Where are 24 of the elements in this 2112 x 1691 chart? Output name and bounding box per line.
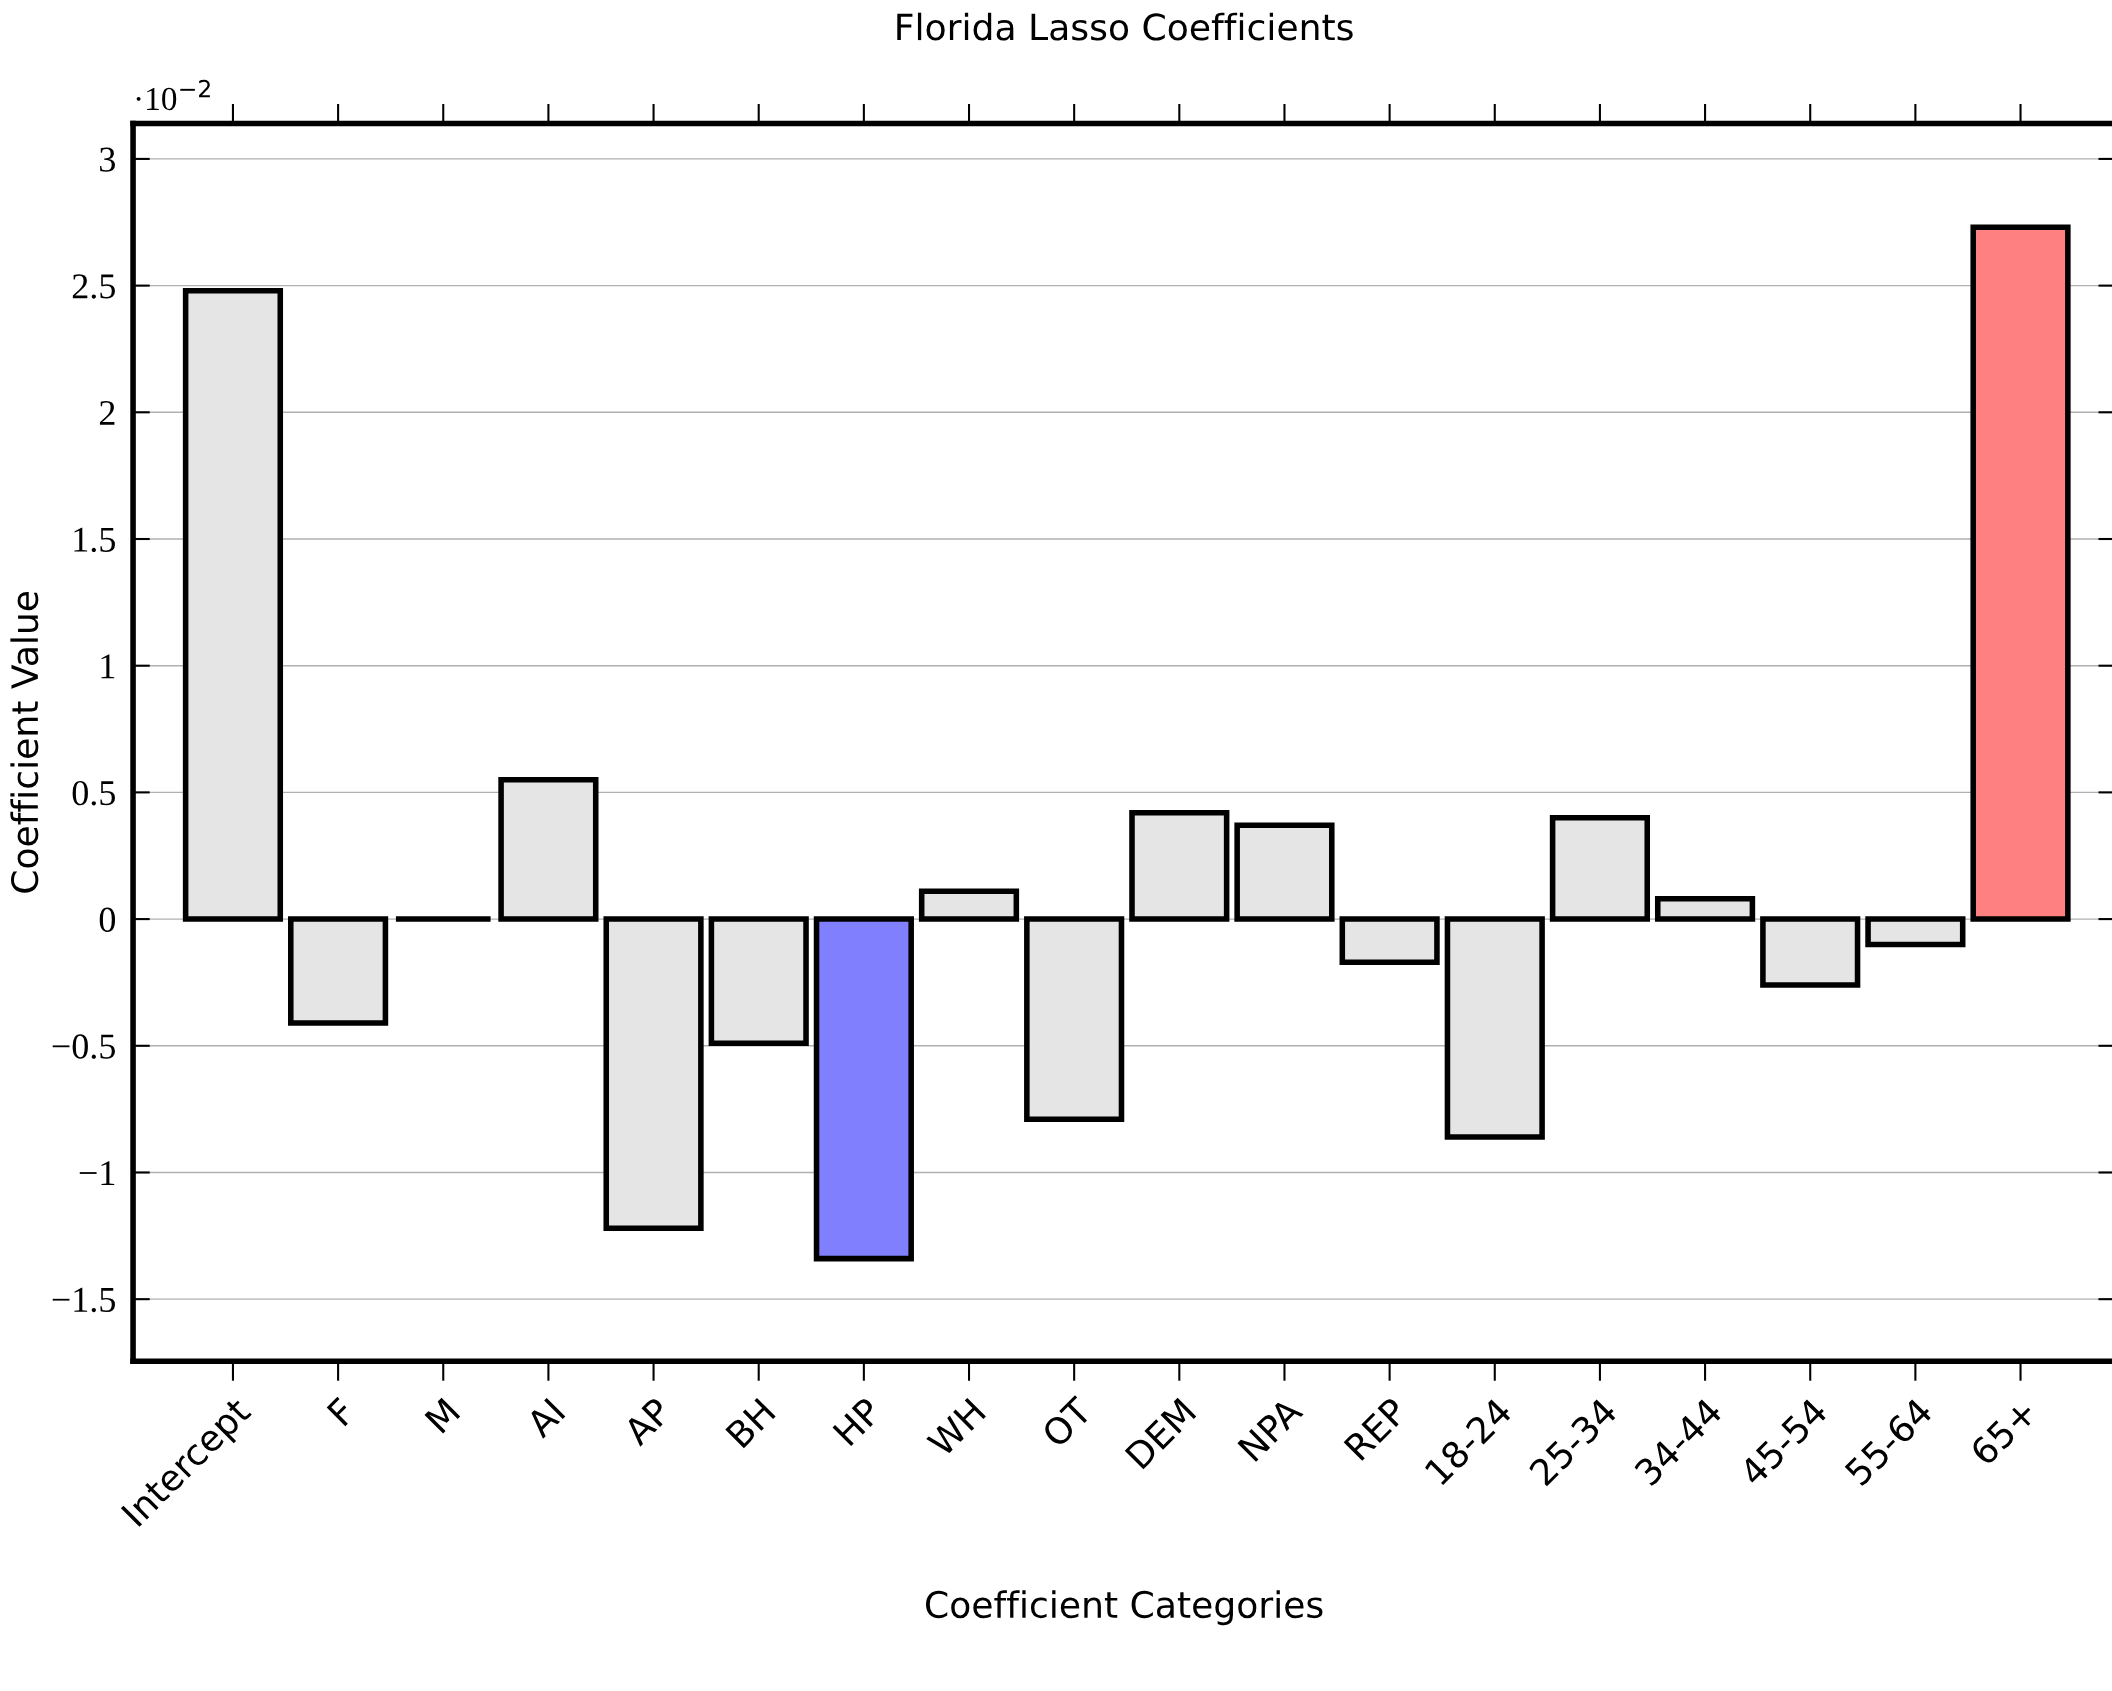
x-tick-label: 65+ [1968, 1397, 2038, 1467]
x-tick-label: BH [725, 1397, 776, 1449]
y-tick-label: 1 [101, 654, 115, 679]
y-tick-label: −0.5 [52, 1034, 115, 1059]
x-tick-label: WH [926, 1397, 986, 1458]
y-tick-label: 3 [100, 147, 115, 172]
y-tick-label: 2.5 [72, 274, 115, 299]
x-tick-label: OT [1040, 1394, 1094, 1449]
y-axis-title: Coefficient Value [10, 591, 39, 893]
x-tick-label: AI [524, 1397, 566, 1439]
x-tick-label: NPA [1237, 1395, 1304, 1462]
text: ·10$^{−2}$ [136, 79, 210, 111]
chart-title: Florida Lasso Coefficients [897, 12, 1353, 41]
y-tick-label: −1.5 [52, 1287, 115, 1313]
y-tick-label: 0.5 [72, 780, 115, 806]
x-tick-label: AP [621, 1396, 673, 1447]
x-tick-label: HP [832, 1396, 883, 1447]
y-tick-label: −1 [79, 1161, 115, 1186]
y-tick-label: 1.5 [74, 527, 115, 553]
y-tick-label: 2 [99, 400, 115, 425]
y-tick-label: 0 [99, 907, 116, 932]
x-tick-label: F [326, 1396, 357, 1427]
x-axis-title: Coefficient Categories [926, 1590, 1323, 1626]
x-tick-label: M [424, 1397, 461, 1434]
